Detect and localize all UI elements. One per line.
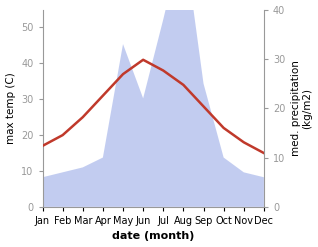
X-axis label: date (month): date (month) — [112, 231, 194, 242]
Y-axis label: max temp (C): max temp (C) — [5, 72, 16, 144]
Y-axis label: med. precipitation
(kg/m2): med. precipitation (kg/m2) — [291, 60, 313, 156]
